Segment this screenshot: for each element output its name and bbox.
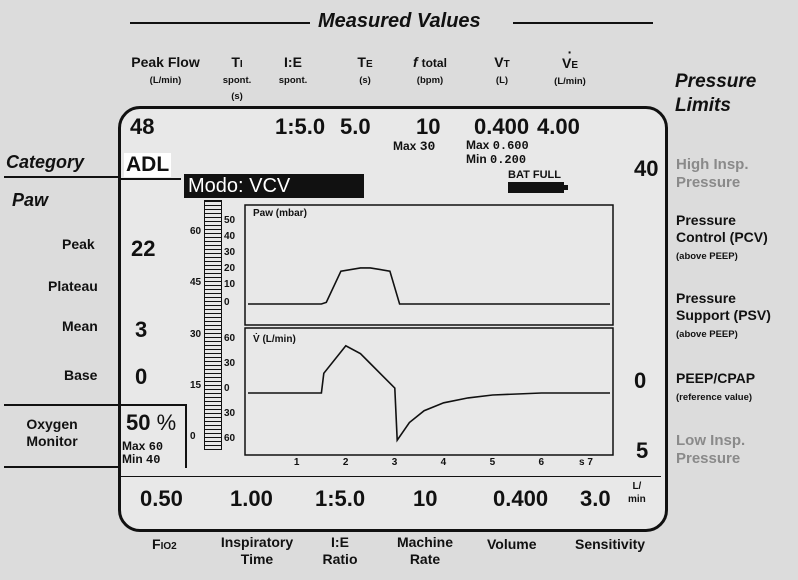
label-vt: VT (L) [494,54,510,86]
battery-indicator [508,182,564,193]
paw-scale-20: 20 [224,263,236,274]
sensitivity-label: Sensitivity [575,536,646,552]
volume-label: Volume [487,536,537,552]
peep-cpap-label: PEEP/CPAP (reference value) [676,370,756,403]
high-insp-pressure-value: 40 [634,156,659,181]
flow-scale-60: 60 [224,333,236,344]
ie-ratio-value[interactable]: 1:5.0 [315,486,366,511]
vt-value: 0.400 [474,114,530,139]
x-tick-label: 3 [391,457,398,468]
x-tick-label: 1 [293,457,300,468]
low-insp-pressure-label: Low Insp. Pressure [676,432,746,467]
plateau-label: Plateau [48,278,98,294]
flow-graph-title: V̇ (L/min) [253,334,296,345]
f-max-readout: Max 30 [393,139,436,154]
oxygen-rule-top [4,404,122,406]
vt-max-min-readout: Max 0.600 Min 0.200 [466,138,529,167]
x-tick-label: 2 [342,457,349,468]
machine-rate-label: Machine Rate [396,534,453,567]
bar-scale-0: 0 [190,431,196,442]
sensitivity-unit: L/min [628,481,646,505]
volume-value[interactable]: 0.400 [493,486,549,511]
label-ie-spont: I:E spont. [278,54,308,86]
category-label: Category [6,152,85,172]
flow-scale-30: 30 [224,358,236,369]
paw-scale-0: 0 [224,297,230,308]
flow-waveform-group [248,344,610,443]
bar-scale-60: 60 [190,226,202,237]
pressure-limits-title: Pressure Limits [675,71,757,116]
peep-value: 0 [634,368,647,393]
bar-scale-30: 30 [190,329,202,340]
paw-base-value: 0 [135,364,148,389]
bar-scale-45: 45 [190,277,202,288]
label-f-total: f total (bpm) [413,54,447,86]
paw-graph-title: Paw (mbar) [253,208,307,219]
paw-scale-50: 50 [224,215,236,226]
base-label: Base [64,367,98,383]
peak-label: Peak [62,236,95,252]
waveform-graphs [244,204,614,456]
paw-scale-40: 40 [224,231,236,242]
pressure-support-label: Pressure Support (PSV) (above PEEP) [676,290,771,340]
paw-waveform-line [248,267,610,305]
oxygen-box [119,404,187,468]
x-tick-label: 5 [489,457,496,468]
peak-flow-value: 48 [130,114,155,139]
category-value-rule [121,178,181,180]
insp-time-value[interactable]: 1.00 [230,486,273,511]
settings-separator [121,476,661,477]
low-insp-pressure-value: 5 [636,438,649,463]
te-value: 5.0 [340,114,371,139]
oxygen-rule-bottom [4,466,122,468]
paw-scale-10: 10 [224,279,236,290]
f-total-value: 10 [416,114,441,139]
ie-spont-value: 1:5.0 [275,114,326,139]
category-rule [4,176,122,178]
x-tick-label: 4 [440,457,447,468]
high-insp-pressure-label: High Insp. Pressure [676,156,749,191]
paw-scale-30: 30 [224,247,236,258]
flow-graph-frame [244,327,614,456]
header-rule-left [130,22,310,24]
flow-scale-0: 0 [224,383,230,394]
x-tick-label: 7 [587,457,593,468]
paw-peak-value: 22 [131,236,156,261]
paw-waveform-group [248,267,610,305]
flow-scale-neg60: 60 [224,433,236,444]
mean-label: Mean [62,318,98,334]
ie-ratio-label: I:E Ratio [322,534,358,567]
oxygen-monitor-label: Oxygen Monitor [26,416,78,449]
flow-waveform-line [248,344,610,443]
page-title: Measured Values [318,10,481,32]
x-axis-unit: s [579,457,585,468]
bar-scale-15: 15 [190,380,202,391]
label-ti-spont: TI spont. (s) [222,54,252,102]
battery-terminal [564,185,568,190]
header-rule-right [513,22,653,24]
paw-bar-gauge [204,200,222,450]
flow-scale-neg30: 30 [224,408,236,419]
sensitivity-value[interactable]: 3.0 [580,486,611,511]
mode-banner: Modo: VCV [184,174,364,198]
fio2-label: FIO2 [152,536,177,552]
machine-rate-value[interactable]: 10 [413,486,438,511]
oxygen-max-min: Max 60 Min 40 [122,439,164,467]
insp-time-label: Inspiratory Time [220,534,294,567]
label-ve: · VE (L/min) [545,44,595,87]
paw-graph-frame [244,204,614,326]
ve-dot: · [567,44,573,60]
battery-label: BAT FULL [508,169,561,181]
paw-mean-value: 3 [135,317,148,342]
category-value: ADL [124,153,172,177]
label-te: TE (s) [357,54,373,86]
fio2-value[interactable]: 0.50 [140,486,183,511]
x-tick-label: 6 [538,457,545,468]
pressure-control-label: Pressure Control (PCV) (above PEEP) [676,212,768,262]
paw-label: Paw [12,190,49,210]
label-peak-flow: Peak Flow (L/min) [131,54,200,86]
ve-value: 4.00 [537,114,580,139]
oxygen-value: 50 % [126,410,177,435]
